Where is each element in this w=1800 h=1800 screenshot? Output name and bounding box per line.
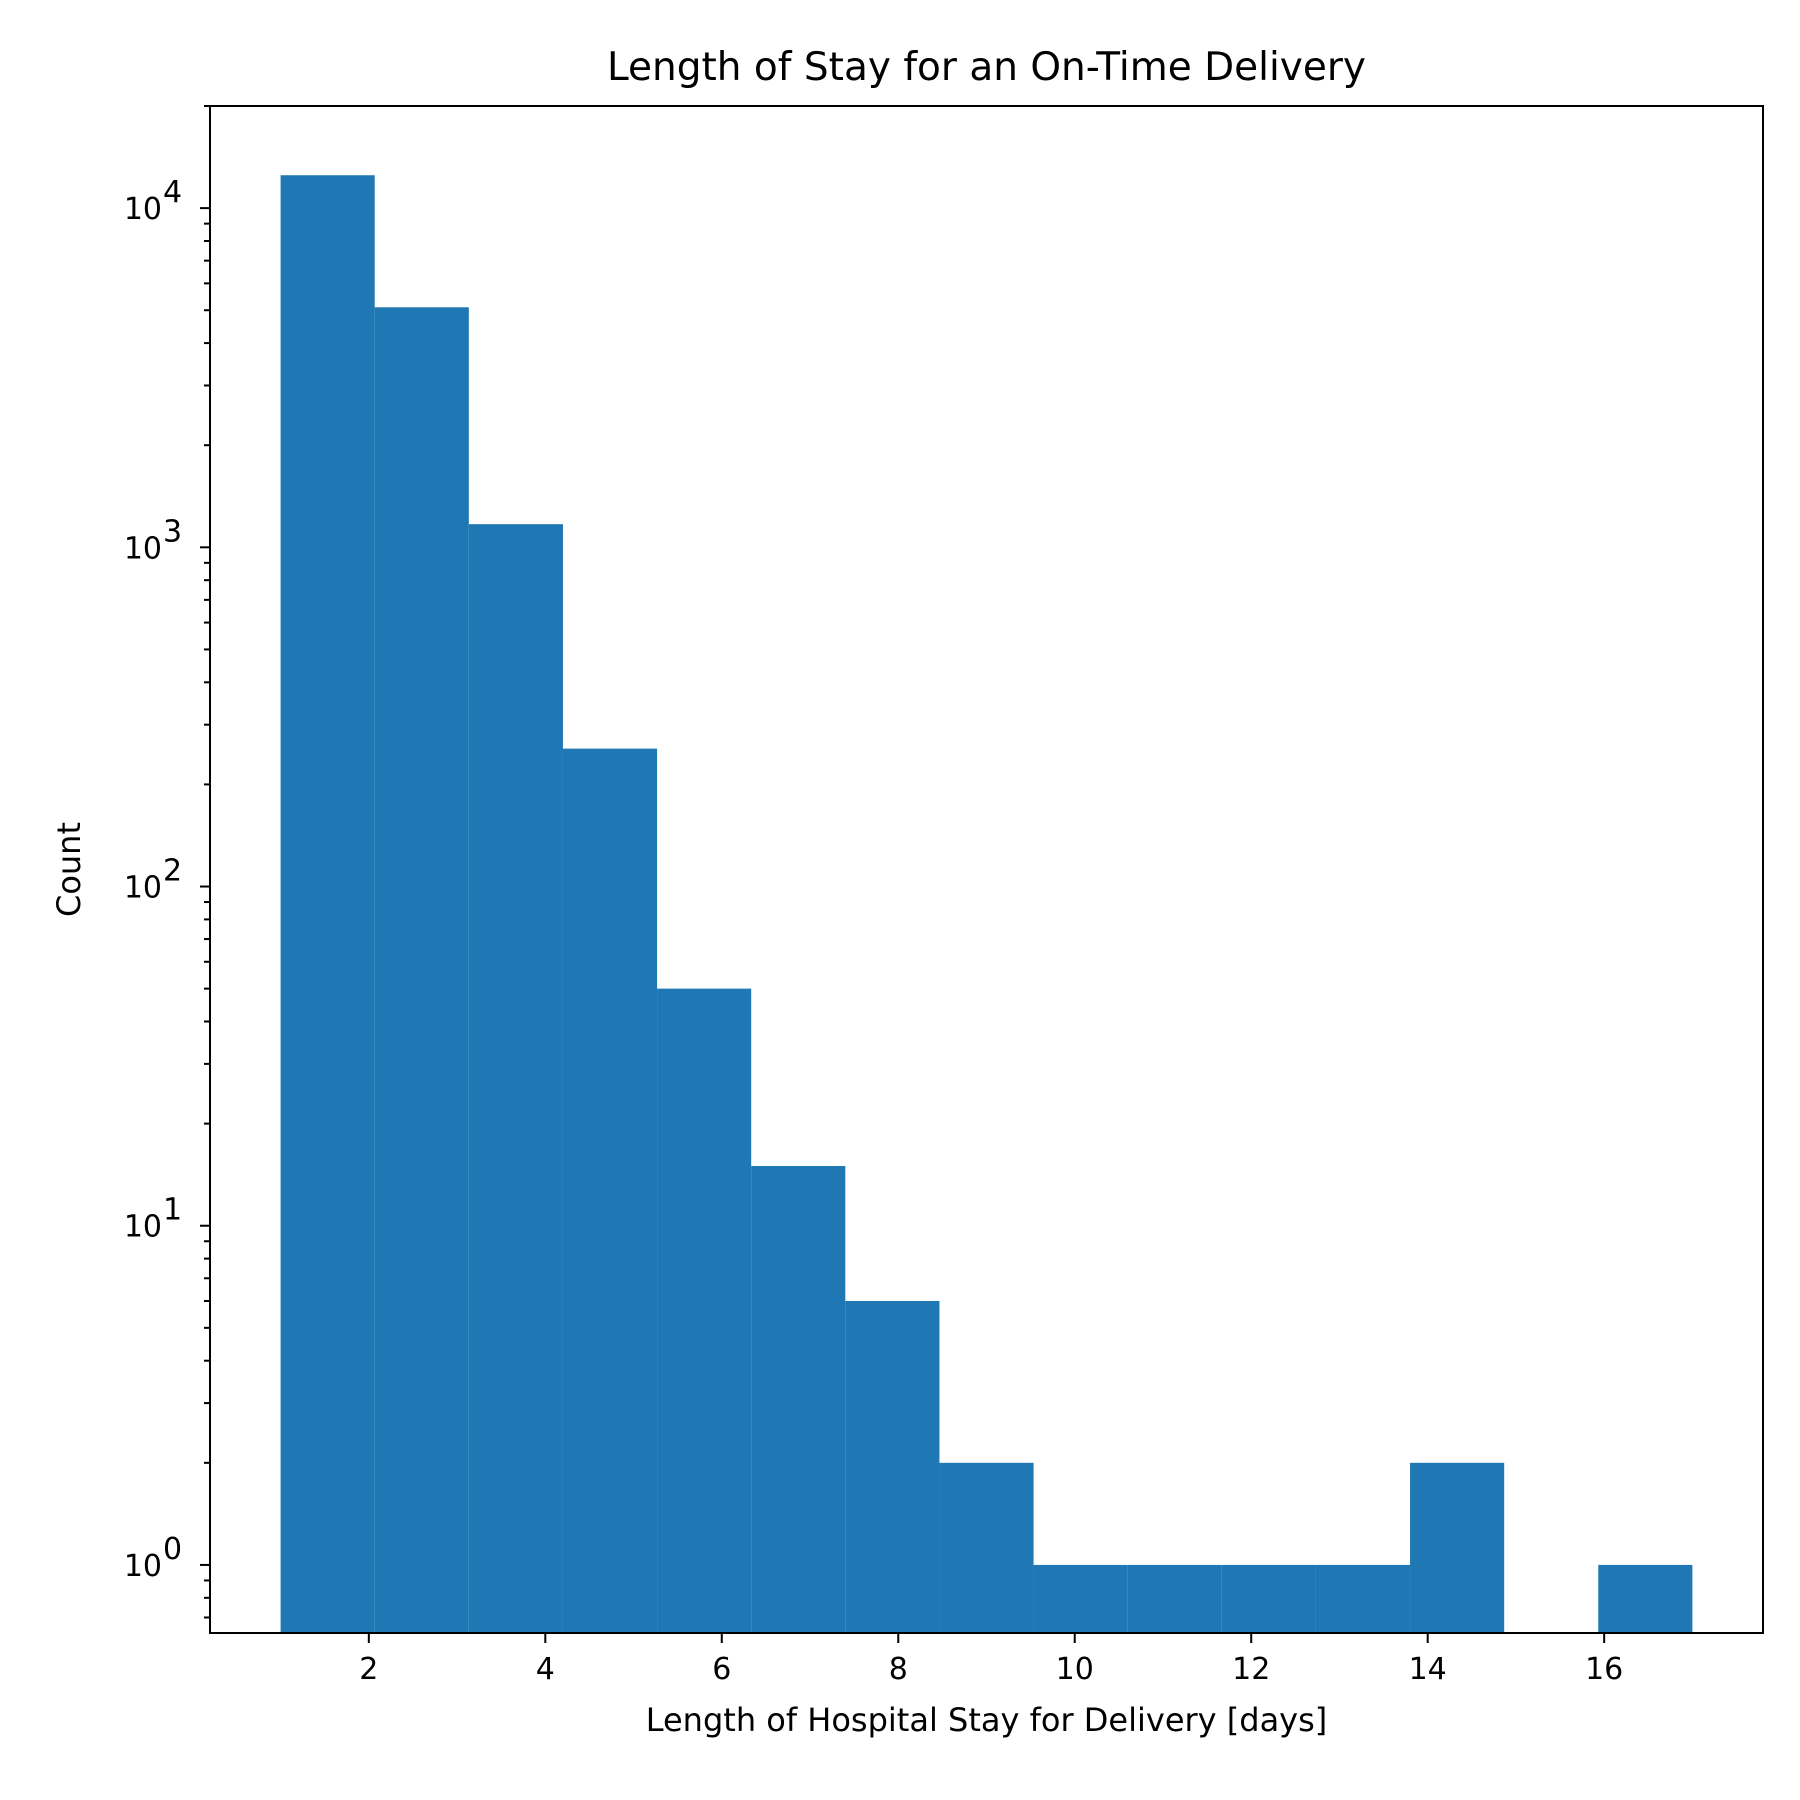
x-tick-label: 10 xyxy=(1056,1652,1094,1687)
x-tick-label: 6 xyxy=(712,1652,731,1687)
histogram-bar xyxy=(657,988,752,1633)
histogram-bar xyxy=(562,748,658,1633)
y-tick-label: 10 xyxy=(124,871,162,906)
y-tick-exponent: 2 xyxy=(163,854,182,889)
y-tick-label: 10 xyxy=(124,192,162,227)
x-axis-title: Length of Hospital Stay for Delivery [da… xyxy=(646,1701,1328,1739)
y-tick-exponent: 1 xyxy=(163,1193,182,1228)
bars-group xyxy=(280,175,1693,1633)
y-axis-title: Count xyxy=(50,822,88,917)
histogram-bar xyxy=(1315,1564,1411,1633)
plot-frame xyxy=(209,105,1764,1634)
y-tick-label: 10 xyxy=(124,531,162,566)
x-tick-label: 16 xyxy=(1585,1652,1623,1687)
histogram-bar xyxy=(751,1165,846,1633)
y-tick-exponent: 3 xyxy=(163,514,182,549)
histogram-bar xyxy=(939,1462,1034,1633)
y-tick-exponent: 4 xyxy=(163,175,182,210)
y-tick-exponent: 0 xyxy=(163,1532,182,1567)
x-tick-label: 4 xyxy=(536,1652,555,1687)
histogram-bar xyxy=(1410,1462,1505,1633)
chart-title: Length of Stay for an On-Time Delivery xyxy=(607,45,1366,90)
histogram-bar xyxy=(1598,1564,1693,1633)
histogram-bar xyxy=(280,175,375,1633)
y-tick-label: 10 xyxy=(124,1210,162,1245)
x-tick-label: 12 xyxy=(1232,1652,1270,1687)
y-tick-label: 10 xyxy=(124,1549,162,1584)
x-tick-label: 14 xyxy=(1409,1652,1447,1687)
histogram-bar xyxy=(845,1300,940,1633)
histogram-bar xyxy=(1127,1564,1222,1633)
histogram-bar xyxy=(374,307,469,1633)
histogram-bar xyxy=(1033,1564,1128,1633)
histogram-bar xyxy=(468,524,563,1633)
x-tick-label: 8 xyxy=(889,1652,908,1687)
histogram-bar xyxy=(1221,1564,1316,1633)
x-tick-label: 2 xyxy=(359,1652,378,1687)
